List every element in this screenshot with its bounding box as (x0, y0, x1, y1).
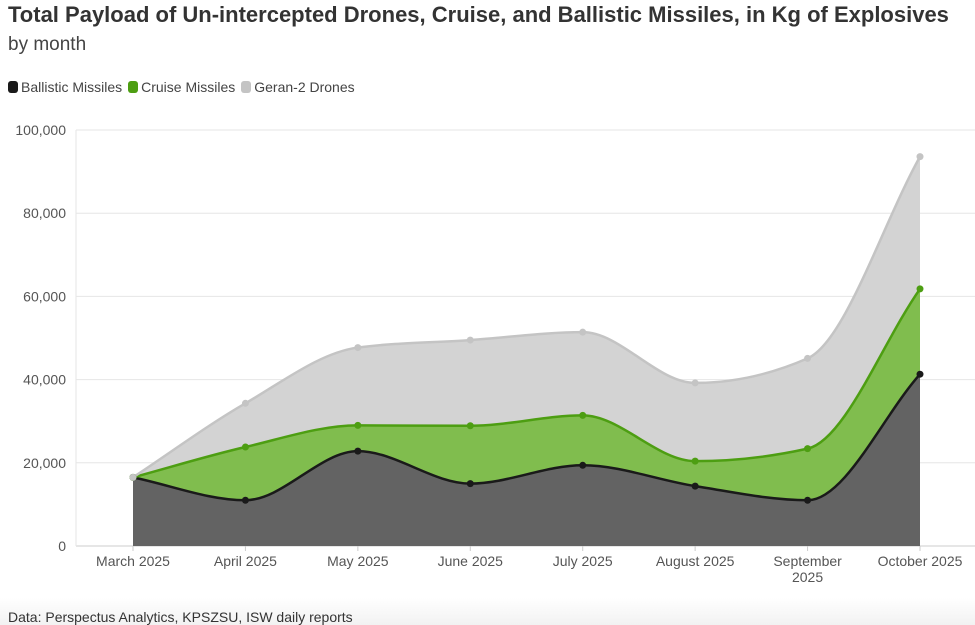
footer-band (0, 598, 975, 625)
point-cruise-missiles[interactable] (916, 285, 924, 293)
area-series (133, 156, 920, 546)
point-geran-2-drones[interactable] (354, 344, 362, 352)
y-tick-label: 60,000 (23, 288, 66, 304)
point-ballistic-missiles[interactable] (691, 482, 699, 490)
y-tick-label: 100,000 (15, 122, 66, 138)
x-tick-label: September 2025 (773, 553, 842, 585)
line-geran-2-drones (132, 156, 922, 479)
legend-item-ballistic[interactable]: Ballistic Missiles (8, 79, 122, 95)
x-tick-label: May 2025 (327, 553, 389, 569)
x-tick-label: August 2025 (656, 553, 735, 569)
point-ballistic-missiles[interactable] (916, 370, 924, 378)
point-cruise-missiles[interactable] (241, 443, 249, 451)
chart-title: Total Payload of Un-intercepted Drones, … (8, 2, 949, 27)
y-axis-ticks: 0 20,000 40,000 60,000 80,000 100,000 (15, 122, 66, 554)
data-points (129, 153, 924, 504)
point-geran-2-drones[interactable] (129, 473, 137, 481)
x-tick-label: October 2025 (878, 553, 963, 569)
legend-item-cruise[interactable]: Cruise Missiles (128, 79, 235, 95)
legend-swatch-drones (241, 81, 252, 93)
y-tick-label: 80,000 (23, 205, 66, 221)
point-geran-2-drones[interactable] (241, 399, 249, 407)
chart-legend: Ballistic Missiles Cruise Missiles Geran… (8, 79, 361, 95)
y-tick-label: 40,000 (23, 372, 66, 388)
x-tick-label: April 2025 (214, 553, 277, 569)
point-cruise-missiles[interactable] (579, 411, 587, 419)
chart-subtitle: by month (8, 34, 87, 55)
point-cruise-missiles[interactable] (466, 422, 474, 430)
point-geran-2-drones[interactable] (691, 379, 699, 387)
point-ballistic-missiles[interactable] (804, 496, 812, 504)
point-ballistic-missiles[interactable] (466, 480, 474, 488)
y-tick-label: 20,000 (23, 455, 66, 471)
point-ballistic-missiles[interactable] (354, 447, 362, 455)
legend-swatch-ballistic (8, 81, 18, 93)
x-tick-label: June 2025 (438, 553, 504, 569)
x-tick-label: July 2025 (553, 553, 613, 569)
legend-label-cruise: Cruise Missiles (141, 79, 236, 95)
x-axis-ticks: March 2025 April 2025 May 2025 June 2025 Jul… (96, 546, 963, 585)
point-cruise-missiles[interactable] (804, 445, 812, 453)
point-geran-2-drones[interactable] (466, 336, 474, 344)
point-geran-2-drones[interactable] (804, 354, 812, 362)
legend-item-drones[interactable]: Geran-2 Drones (241, 79, 355, 95)
point-cruise-missiles[interactable] (354, 421, 362, 429)
y-tick-label: 0 (58, 538, 66, 554)
legend-swatch-cruise (128, 81, 139, 93)
point-ballistic-missiles[interactable] (241, 496, 249, 504)
point-geran-2-drones[interactable] (916, 153, 924, 161)
legend-label-drones: Geran-2 Drones (254, 79, 355, 95)
legend-label-ballistic: Ballistic Missiles (21, 79, 123, 95)
point-cruise-missiles[interactable] (691, 457, 699, 465)
point-ballistic-missiles[interactable] (579, 461, 587, 469)
stacked-area-chart: 0 20,000 40,000 60,000 80,000 100,000 March 2… (15, 122, 975, 585)
area-ballistic-missiles[interactable] (133, 374, 920, 546)
data-source-note: Data: Perspectus Analytics, KPSZSU, ISW … (8, 609, 353, 625)
point-geran-2-drones[interactable] (579, 328, 587, 336)
x-tick-label: March 2025 (96, 553, 170, 569)
